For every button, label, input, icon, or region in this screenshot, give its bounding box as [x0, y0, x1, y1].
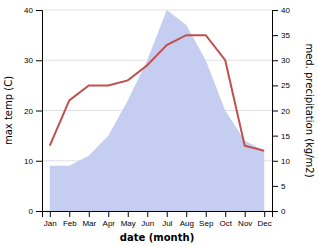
y-tick: 0: [29, 207, 42, 216]
tick-label: 10: [24, 157, 33, 166]
tick-mark: [69, 211, 70, 217]
axis-line: [43, 212, 273, 218]
tick-mark: [272, 85, 278, 86]
y-tick: 0: [272, 207, 286, 216]
tick-label: 30: [24, 56, 33, 65]
tick-mark: [36, 111, 42, 112]
tick-mark: [272, 35, 278, 36]
tick-label: 40: [24, 6, 33, 15]
plot: Jan Feb Mar Apr May Jun Jul Aug Sep Oct Nov Dec 0 10 2…: [3, 6, 315, 243]
axis-line: [36, 11, 43, 212]
x-tick: May: [121, 211, 136, 228]
tick-label: Sep: [199, 219, 214, 228]
y-tick: 40: [24, 6, 42, 15]
y-tick: 15: [272, 132, 290, 141]
tick-mark: [272, 186, 278, 187]
tick-label: Jun: [141, 219, 154, 228]
tick-label: Jul: [162, 219, 172, 228]
area: [50, 10, 264, 211]
tick-mark: [272, 10, 278, 11]
x-axis-title: date (month): [120, 232, 194, 243]
tick-mark: [128, 211, 129, 217]
tick-label: Nov: [238, 219, 252, 228]
y-axis: 0 10 20 30 40: [24, 6, 42, 216]
y-tick: 10: [272, 157, 290, 166]
y2-axis: 0 5 10 15 20 25 30 35 40: [272, 6, 290, 216]
tick-label: Jan: [44, 219, 57, 228]
tick-label: Mar: [82, 219, 96, 228]
tick-label: 0: [281, 207, 286, 216]
x-tick: Aug: [180, 211, 194, 228]
tick-mark: [245, 211, 246, 217]
y-tick: 5: [272, 182, 286, 191]
tick-label: Aug: [180, 219, 194, 228]
tick-mark: [225, 211, 226, 217]
x-tick: Oct: [219, 211, 232, 228]
tick-label: 15: [281, 132, 290, 141]
grid-line: [42, 10, 272, 11]
tick-mark: [272, 60, 278, 61]
tick-mark: [36, 161, 42, 162]
y-tick: 25: [272, 81, 290, 90]
tick-label: 0: [29, 207, 34, 216]
x-tick: Feb: [63, 211, 77, 228]
y-tick: 20: [24, 107, 42, 116]
tick-mark: [206, 211, 207, 217]
x-axis: Jan Feb Mar Apr May Jun Jul Aug Sep Oct Nov Dec: [43, 211, 273, 228]
tick-label: 30: [281, 56, 290, 65]
tick-label: 5: [281, 182, 286, 191]
axis-line: [273, 11, 279, 212]
tick-mark: [50, 211, 51, 217]
x-tick: Jun: [141, 211, 154, 228]
x-tick: Jan: [44, 211, 57, 228]
tick-label: 40: [281, 6, 290, 15]
y2-axis-title: med. precipitation (kg/m2): [304, 43, 315, 177]
tick-label: 20: [281, 107, 290, 116]
tick-mark: [272, 111, 278, 112]
tick-label: 20: [24, 107, 33, 116]
tick-mark: [36, 10, 42, 11]
tick-label: Oct: [219, 219, 232, 228]
tick-mark: [36, 211, 42, 212]
marks: [50, 10, 264, 211]
x-tick: Nov: [238, 211, 252, 228]
y-axis-title: max temp (C): [3, 76, 14, 145]
y-tick: 30: [272, 56, 290, 65]
tick-label: 25: [281, 81, 290, 90]
y-tick: 10: [24, 157, 42, 166]
tick-mark: [108, 211, 109, 217]
x-tick: Jul: [162, 211, 172, 228]
x-tick: Mar: [82, 211, 96, 228]
tick-label: Apr: [103, 219, 116, 228]
tick-label: 10: [281, 157, 290, 166]
grid: [42, 10, 272, 211]
tick-mark: [89, 211, 90, 217]
tick-label: 35: [281, 31, 290, 40]
y-tick: 20: [272, 107, 290, 116]
tick-mark: [264, 211, 265, 217]
x-tick: Sep: [199, 211, 214, 228]
tick-label: Feb: [63, 219, 77, 228]
tick-label: Dec: [258, 219, 272, 228]
line: [50, 35, 264, 151]
chart: Jan Feb Mar Apr May Jun Jul Aug Sep Oct Nov Dec 0 10 2…: [0, 0, 318, 247]
x-tick: Apr: [103, 211, 116, 228]
tick-mark: [167, 211, 168, 217]
y-tick: 40: [272, 6, 290, 15]
x-tick: Dec: [258, 211, 272, 228]
y-tick: 30: [24, 56, 42, 65]
tick-mark: [272, 211, 278, 212]
tick-mark: [272, 136, 278, 137]
y-tick: 35: [272, 31, 290, 40]
tick-mark: [147, 211, 148, 217]
tick-mark: [272, 161, 278, 162]
tick-mark: [36, 60, 42, 61]
tick-label: May: [121, 219, 136, 228]
tick-mark: [186, 211, 187, 217]
